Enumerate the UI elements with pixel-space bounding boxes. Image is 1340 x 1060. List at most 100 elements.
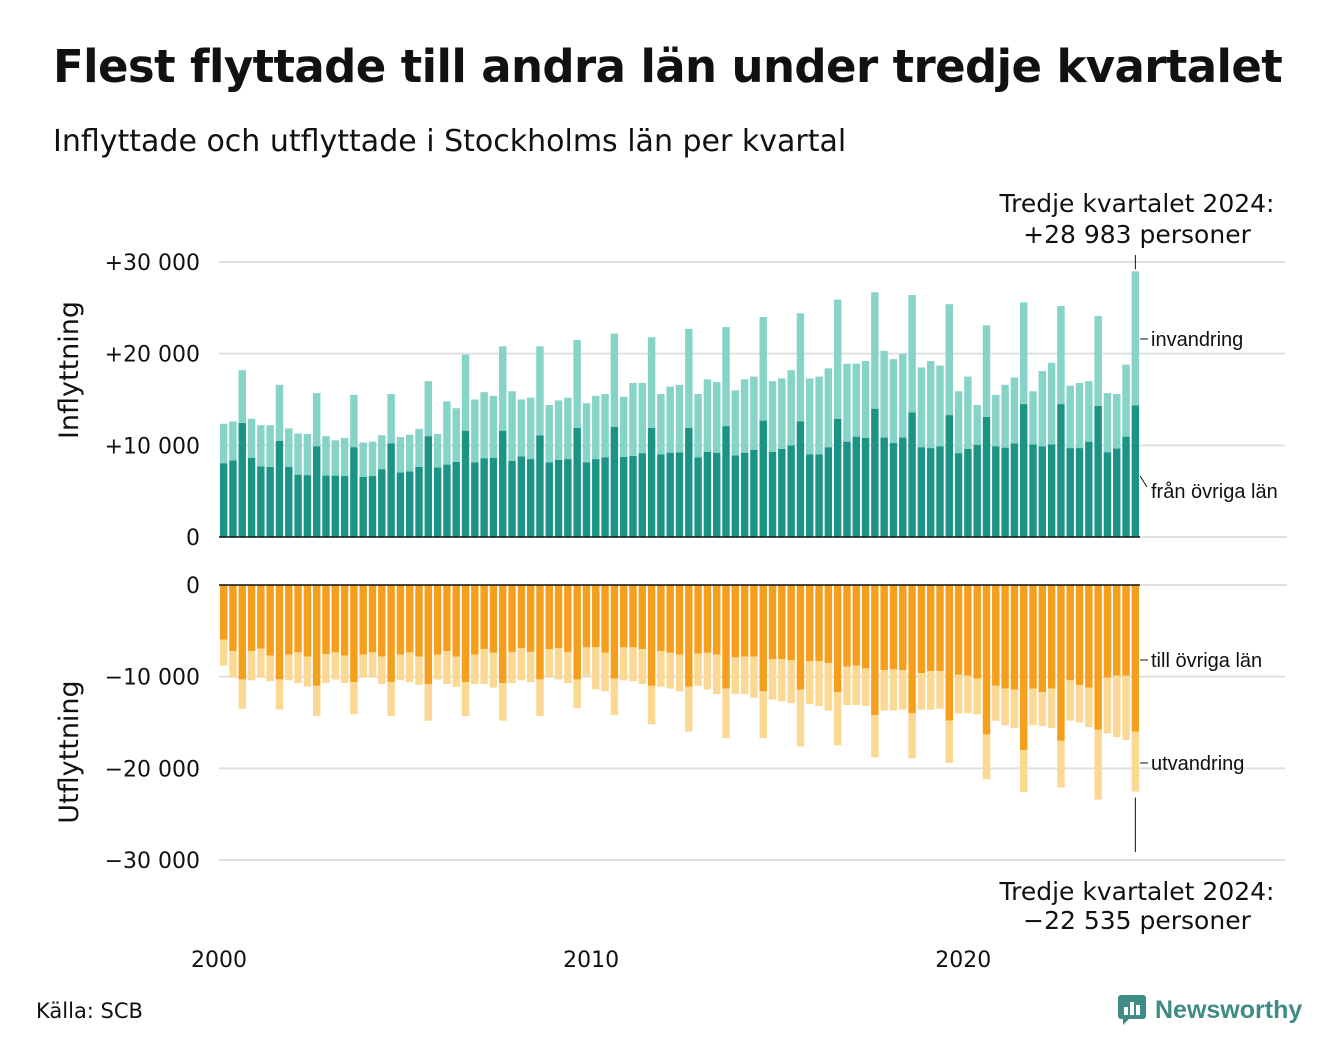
bar-utvandring xyxy=(526,651,535,683)
bar-invandring xyxy=(1029,391,1037,445)
bar-invandring xyxy=(582,403,591,463)
bar-utvandring xyxy=(666,652,674,689)
bar-invandring xyxy=(778,378,786,449)
bar-utvandring xyxy=(1085,687,1093,728)
bar-fran-ovriga-lan xyxy=(415,466,423,537)
bar-utvandring xyxy=(740,656,749,695)
bar-fran-ovriga-lan xyxy=(294,474,302,537)
bar-invandring xyxy=(899,353,907,438)
bar-till-ovriga-lan xyxy=(917,585,926,673)
bar-invandring xyxy=(982,325,991,417)
bar-invandring xyxy=(880,350,888,438)
bar-fran-ovriga-lan xyxy=(666,452,674,537)
series-label-invandring: invandring xyxy=(1151,329,1243,351)
bar-fran-ovriga-lan xyxy=(499,430,507,537)
bar-invandring xyxy=(712,382,721,453)
bar-till-ovriga-lan xyxy=(973,585,981,679)
bar-utvandring xyxy=(489,652,498,688)
bar-till-ovriga-lan xyxy=(601,585,609,653)
bar-fran-ovriga-lan xyxy=(880,437,888,537)
bar-fran-ovriga-lan xyxy=(582,462,591,537)
bar-fran-ovriga-lan xyxy=(573,427,581,537)
bar-invandring xyxy=(247,418,256,458)
bar-fran-ovriga-lan xyxy=(554,460,563,537)
bar-utvandring xyxy=(1066,680,1074,721)
bar-fran-ovriga-lan xyxy=(843,441,851,537)
bar-till-ovriga-lan xyxy=(694,585,702,654)
bar-invandring xyxy=(619,396,628,457)
bar-utvandring xyxy=(471,654,479,684)
bar-till-ovriga-lan xyxy=(880,585,888,671)
bar-fran-ovriga-lan xyxy=(285,466,293,537)
bar-invandring xyxy=(1038,371,1047,447)
bar-utvandring xyxy=(610,678,619,716)
bar-fran-ovriga-lan xyxy=(219,463,228,537)
bar-utvandring xyxy=(936,671,944,709)
bar-utvandring xyxy=(461,682,470,717)
bar-utvandring xyxy=(480,649,488,684)
bar-till-ovriga-lan xyxy=(889,585,898,670)
bar-till-ovriga-lan xyxy=(564,585,572,652)
bar-fran-ovriga-lan xyxy=(1019,404,1028,537)
bar-utvandring xyxy=(433,654,442,680)
bar-fran-ovriga-lan xyxy=(1057,404,1065,537)
bar-invandring xyxy=(443,401,451,465)
bar-till-ovriga-lan xyxy=(908,585,916,714)
bar-utvandring xyxy=(731,657,740,695)
bar-fran-ovriga-lan xyxy=(424,436,433,537)
bar-till-ovriga-lan xyxy=(740,585,749,657)
bar-fran-ovriga-lan xyxy=(629,455,637,537)
bar-till-ovriga-lan xyxy=(964,585,972,676)
y-tick-label: +10 000 xyxy=(105,434,200,459)
bar-utvandring xyxy=(257,648,265,678)
bar-fran-ovriga-lan xyxy=(322,475,330,537)
bar-till-ovriga-lan xyxy=(657,585,665,651)
bar-utvandring xyxy=(582,647,591,676)
bar-fran-ovriga-lan xyxy=(1047,444,1056,537)
bar-invandring xyxy=(424,381,433,437)
x-tick-label: 2010 xyxy=(563,948,619,973)
bar-utvandring xyxy=(722,688,730,739)
annotation-bottom-line1: Tredje kvartalet 2024: xyxy=(999,877,1275,906)
bar-till-ovriga-lan xyxy=(982,585,991,735)
bar-fran-ovriga-lan xyxy=(443,464,451,537)
bar-utvandring xyxy=(1113,675,1121,738)
bar-till-ovriga-lan xyxy=(489,585,498,653)
bar-fran-ovriga-lan xyxy=(508,460,516,537)
bar-invandring xyxy=(480,392,488,459)
bar-fran-ovriga-lan xyxy=(861,438,870,537)
bar-till-ovriga-lan xyxy=(1113,585,1121,676)
bar-fran-ovriga-lan xyxy=(275,440,284,537)
bar-fran-ovriga-lan xyxy=(1113,448,1121,537)
bar-utvandring xyxy=(629,647,637,682)
bar-utvandring xyxy=(573,679,581,708)
bar-utvandring xyxy=(657,651,665,687)
bar-fran-ovriga-lan xyxy=(331,475,340,537)
bar-fran-ovriga-lan xyxy=(647,427,656,537)
bar-invandring xyxy=(312,393,321,447)
bar-till-ovriga-lan xyxy=(843,585,851,667)
bar-till-ovriga-lan xyxy=(257,585,265,649)
bar-invandring xyxy=(1047,362,1056,445)
bar-till-ovriga-lan xyxy=(526,585,535,652)
gridlines xyxy=(219,261,1287,861)
bar-utvandring xyxy=(889,669,898,711)
bar-utvandring xyxy=(638,649,647,684)
bar-invandring xyxy=(833,299,842,419)
bar-invandring xyxy=(973,405,981,445)
bar-fran-ovriga-lan xyxy=(954,453,963,537)
bar-invandring xyxy=(1131,271,1140,406)
bar-invandring xyxy=(266,425,274,467)
bar-fran-ovriga-lan xyxy=(992,446,1000,537)
bar-fran-ovriga-lan xyxy=(638,453,647,537)
bar-utvandring xyxy=(294,652,302,684)
bar-till-ovriga-lan xyxy=(871,585,879,716)
bar-till-ovriga-lan xyxy=(610,585,619,679)
bar-fran-ovriga-lan xyxy=(1038,446,1047,537)
bar-till-ovriga-lan xyxy=(1047,585,1056,689)
bar-fran-ovriga-lan xyxy=(685,427,693,537)
bar-utvandring xyxy=(675,654,684,692)
y-tick-label: +20 000 xyxy=(105,343,200,368)
bar-invandring xyxy=(824,368,833,448)
bar-fran-ovriga-lan xyxy=(1103,452,1112,537)
